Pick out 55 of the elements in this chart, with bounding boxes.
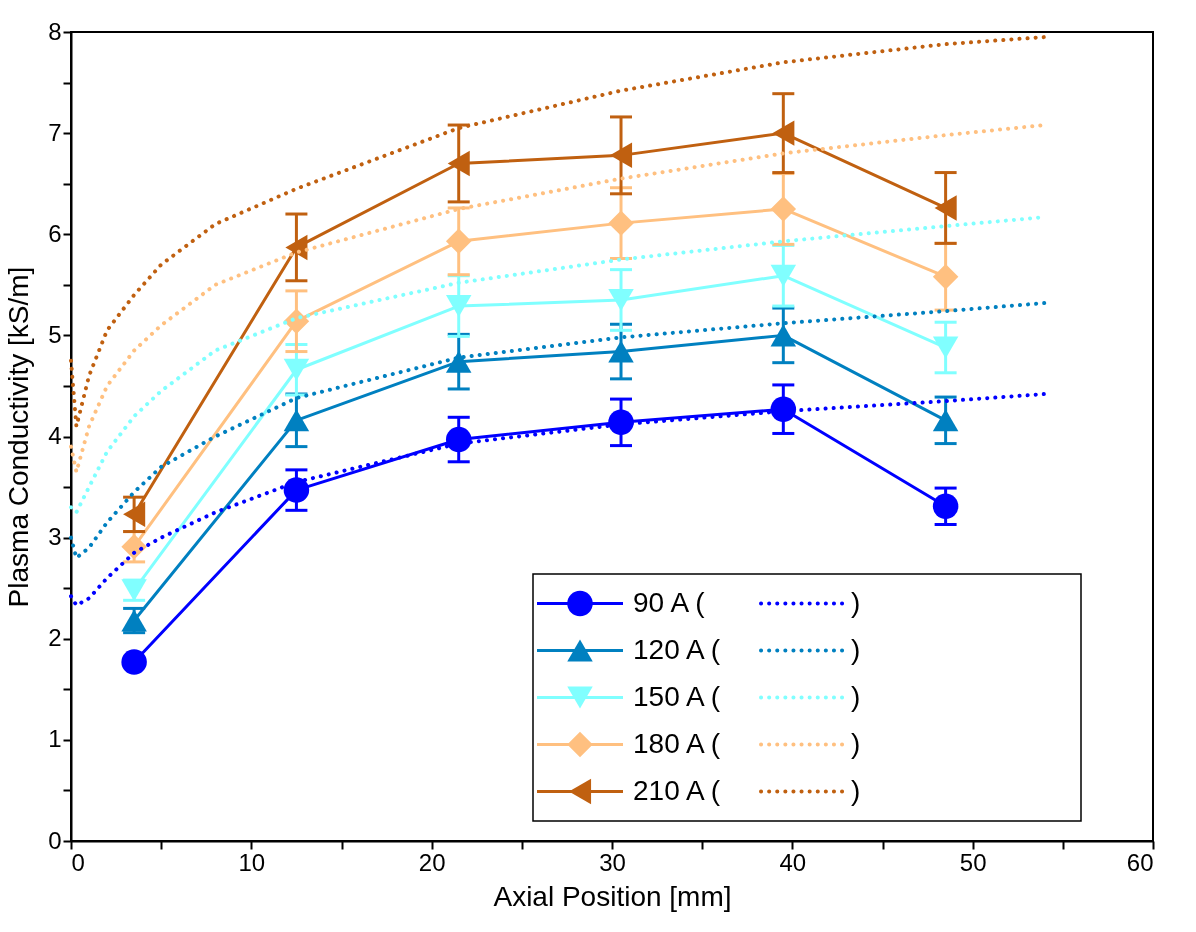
point [932,336,959,359]
y-tick-label: 0 [48,826,62,854]
point [770,396,797,422]
legend-label: 210 A ( [633,774,721,806]
point [770,196,797,222]
x-tick-label: 30 [599,848,626,876]
x-tick-label: 20 [418,848,446,876]
y-tick-label: 8 [48,17,62,45]
x-tick-label: 0 [71,848,85,876]
y-axis-title: Plasma Conductivity [kS/m] [3,266,35,608]
x-tick-label: 10 [238,848,266,876]
legend-label: ) [851,633,861,665]
x-tick-label: 50 [959,848,987,876]
legend-label: 90 A ( [633,586,706,618]
point [445,228,472,255]
point [608,340,634,363]
legend-label: 180 A ( [633,727,721,759]
point [932,409,959,432]
legend-label: ) [851,774,861,806]
point [447,150,470,177]
point [770,264,797,287]
point [123,501,146,528]
legend-label: 120 A ( [633,633,721,665]
point [608,210,634,236]
point [283,477,310,503]
point [283,409,310,432]
point [121,649,147,675]
x-axis-title: Axial Position [mm] [493,880,732,912]
y-tick-label: 4 [48,422,62,449]
point [932,493,959,519]
point [770,324,797,347]
point [445,350,472,373]
y-tick-label: 5 [48,320,62,348]
point [934,195,957,221]
legend-label: ) [851,586,861,618]
legend-label: ) [851,727,861,759]
y-tick-label: 7 [48,118,62,146]
point [932,263,959,290]
point [609,142,633,169]
legend-label: 150 A ( [633,680,721,712]
point [283,308,310,334]
line-series [69,35,1047,429]
point [283,358,310,381]
point [608,288,634,312]
point [445,295,472,318]
x-tick-label: 40 [779,848,807,876]
y-tick-label: 2 [48,624,62,652]
point [608,409,634,436]
point [772,120,795,146]
y-tick-label: 6 [48,219,62,247]
point [445,426,472,453]
y-tick-label: 3 [48,523,62,551]
y-tick-label: 1 [48,725,62,753]
legend-label: ) [851,680,861,712]
x-tick-label: 60 [1126,848,1154,876]
